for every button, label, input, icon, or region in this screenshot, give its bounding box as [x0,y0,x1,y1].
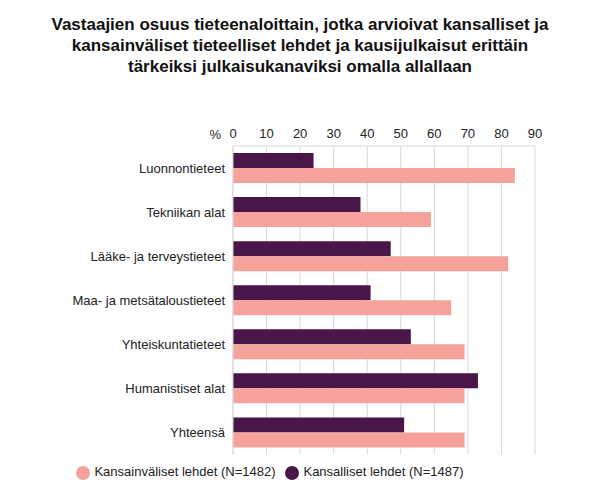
svg-text:50: 50 [394,126,408,141]
svg-text:20: 20 [293,126,307,141]
svg-text:Lääke- ja terveystieteet: Lääke- ja terveystieteet [91,249,226,264]
svg-text:0: 0 [229,126,236,141]
html-text:Vastaajien osuus tieteenaloitt: Vastaajien osuus tieteenaloittain, jotka… [51,15,549,76]
svg-text:30: 30 [326,126,340,141]
svg-text:80: 80 [494,126,508,141]
svg-text:Yhteiskuntatieteet: Yhteiskuntatieteet [122,337,226,352]
html-text:Kansalliset lehdet (N=1487): Kansalliset lehdet (N=1487) [303,464,464,480]
svg-text:%: % [209,127,221,142]
svg-text:Yhteensä: Yhteensä [170,425,226,440]
svg-text:Luonnontieteet: Luonnontieteet [139,161,225,176]
svg-text:Maa- ja metsätaloustieteet: Maa- ja metsätaloustieteet [73,293,226,308]
svg-text:10: 10 [259,126,273,141]
html-text:Kansainväliset lehdet (N=1482): Kansainväliset lehdet (N=1482) [94,464,276,480]
svg-text:60: 60 [427,126,441,141]
svg-text:Tekniikan alat: Tekniikan alat [146,205,225,220]
svg-text:40: 40 [360,126,374,141]
svg-text:70: 70 [461,126,475,141]
svg-text:90: 90 [528,126,542,141]
svg-text:Humanistiset alat: Humanistiset alat [125,381,225,396]
